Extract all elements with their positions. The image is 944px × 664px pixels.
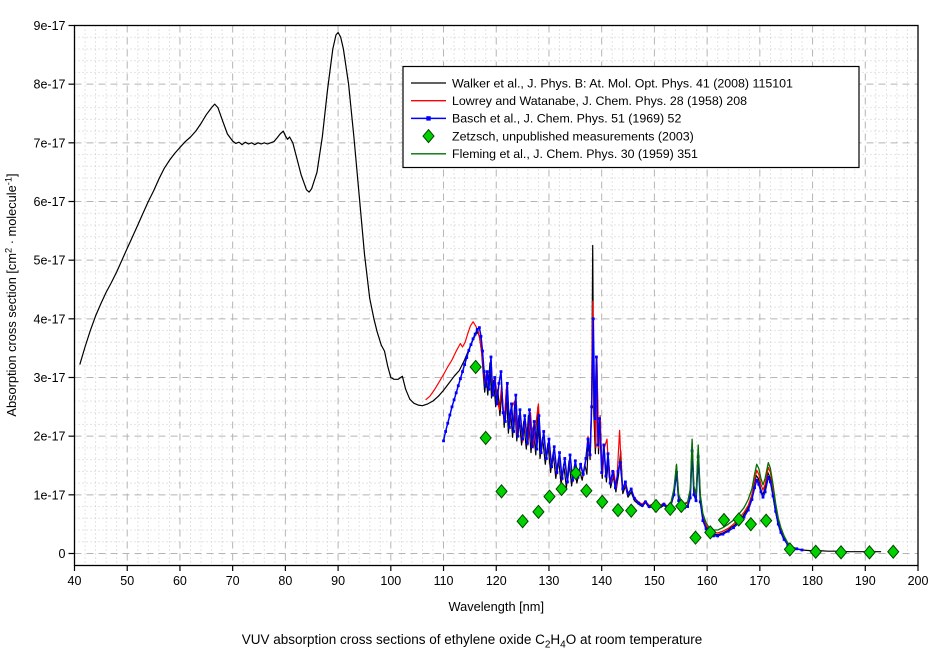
x-tick-label: 80 bbox=[278, 574, 292, 588]
y-tick-label: 9e-17 bbox=[34, 19, 66, 33]
x-tick-label: 140 bbox=[591, 574, 612, 588]
y-tick-label: 6e-17 bbox=[34, 195, 66, 209]
x-tick-label: 100 bbox=[380, 574, 401, 588]
legend-entry-fleming: Fleming et al., J. Chem. Phys. 30 (1959)… bbox=[411, 147, 698, 161]
x-tick-label: 150 bbox=[644, 574, 665, 588]
legend-label: Basch et al., J. Chem. Phys. 51 (1969) 5… bbox=[452, 112, 681, 126]
grid-major bbox=[74, 25, 918, 566]
chart-caption: VUV absorption cross sections of ethylen… bbox=[241, 632, 703, 651]
series-zetzsch-markers bbox=[469, 359, 900, 560]
y-axis-title: Absorption cross section [cm2 · molecule… bbox=[4, 173, 20, 416]
x-tick-label: 200 bbox=[908, 574, 929, 588]
x-tick-label: 90 bbox=[331, 574, 345, 588]
y-tick-label: 8e-17 bbox=[34, 78, 66, 92]
legend-box bbox=[402, 65, 860, 169]
axis-ticks bbox=[68, 24, 919, 571]
series-fleming bbox=[667, 438, 796, 549]
x-tick-label: 110 bbox=[434, 574, 454, 588]
x-tick-label: 170 bbox=[749, 574, 770, 588]
y-tick-label: 7e-17 bbox=[34, 136, 66, 150]
x-tick-label: 130 bbox=[539, 574, 560, 588]
series-basch-markers bbox=[442, 317, 804, 552]
y-tick-label: 2e-17 bbox=[34, 430, 66, 444]
legend-label: Walker et al., J. Phys. B: At. Mol. Opt.… bbox=[452, 76, 793, 90]
legend: Walker et al., J. Phys. B: At. Mol. Opt.… bbox=[402, 65, 860, 169]
absorption-spectrum-chart: 40 50 60 70 80 90 100 110 120 130 140 150 160 170 180 1… bbox=[4, 19, 929, 614]
legend-entry-zetzsch: Zetzsch, unpublished measurements (2003) bbox=[422, 128, 694, 143]
y-tick-label: 5e-17 bbox=[34, 254, 66, 268]
x-axis-title: Wavelength [nm] bbox=[448, 599, 544, 614]
x-tick-labels: 40 50 60 70 80 90 100 110 120 130 140 150 160 170 180 1… bbox=[68, 574, 929, 588]
legend-label: Lowrey and Watanabe, J. Chem. Phys. 28 (… bbox=[452, 94, 747, 108]
legend-label: Zetzsch, unpublished measurements (2003) bbox=[452, 129, 694, 143]
x-tick-label: 190 bbox=[855, 574, 876, 588]
x-tick-label: 40 bbox=[68, 574, 82, 588]
x-tick-label: 70 bbox=[226, 574, 240, 588]
legend-label: Fleming et al., J. Chem. Phys. 30 (1959)… bbox=[452, 147, 698, 161]
x-tick-label: 120 bbox=[486, 574, 507, 588]
y-tick-labels: 0 1e-17 2e-17 3e-17 4e-17 5e-17 6e-17 7e-17 8e-1… bbox=[34, 19, 66, 561]
y-tick-label: 0 bbox=[59, 547, 66, 561]
y-tick-label: 4e-17 bbox=[34, 312, 66, 326]
grid-minor bbox=[74, 25, 918, 566]
y-tick-label: 3e-17 bbox=[34, 371, 66, 385]
x-tick-label: 50 bbox=[120, 574, 134, 588]
x-tick-label: 160 bbox=[697, 574, 718, 588]
x-tick-label: 60 bbox=[173, 574, 187, 588]
x-tick-label: 180 bbox=[802, 574, 823, 588]
legend-entry-walker: Walker et al., J. Phys. B: At. Mol. Opt.… bbox=[411, 76, 793, 90]
legend-entry-lowrey: Lowrey and Watanabe, J. Chem. Phys. 28 (… bbox=[411, 94, 747, 108]
legend-entry-basch: Basch et al., J. Chem. Phys. 51 (1969) 5… bbox=[411, 112, 681, 126]
y-tick-label: 1e-17 bbox=[34, 488, 66, 502]
